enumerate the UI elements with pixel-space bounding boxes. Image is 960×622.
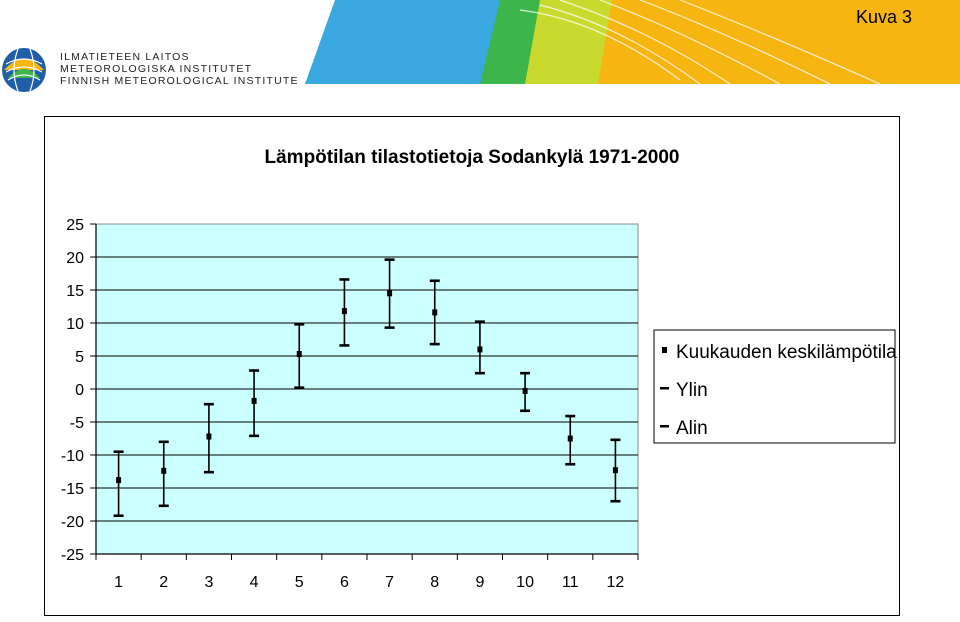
y-tick-label: 25 (66, 217, 84, 234)
legend-max-marker (660, 387, 669, 390)
min-marker (474, 371, 485, 375)
error-bar-month-2 (158, 440, 169, 508)
min-marker (520, 409, 531, 413)
mean-marker (432, 309, 438, 316)
logo-line-1: ILMATIETEEN LAITOS (60, 51, 190, 63)
x-tick-label: 12 (607, 574, 625, 591)
mean-marker (251, 397, 257, 404)
error-bar-month-5 (294, 323, 305, 389)
x-tick-labels: 1 2 3 4 5 6 7 8 9 10 11 12 (114, 574, 624, 591)
max-marker (249, 369, 260, 372)
y-tick-label: 10 (66, 316, 84, 333)
x-tick-label: 10 (516, 574, 534, 591)
x-tick-label: 1 (114, 574, 123, 591)
max-marker (294, 323, 305, 326)
max-marker (158, 440, 169, 444)
y-tick-label: -20 (61, 514, 84, 531)
error-bar-month-7 (384, 258, 395, 329)
error-bar-month-6 (339, 278, 350, 347)
max-marker (203, 402, 214, 406)
min-marker (294, 386, 305, 389)
max-marker (610, 438, 621, 442)
mean-marker (522, 387, 528, 394)
error-bar-month-12 (610, 438, 621, 503)
y-tick-label: -5 (70, 415, 84, 432)
error-bar-month-1 (113, 450, 124, 518)
max-marker (384, 258, 395, 261)
axes (90, 223, 639, 560)
max-marker (429, 279, 440, 283)
mean-marker (477, 346, 483, 353)
max-marker (565, 414, 576, 418)
header-banner (0, 0, 960, 84)
legend-min-label: Alin (676, 418, 708, 439)
max-marker (339, 278, 350, 281)
min-marker (384, 326, 395, 329)
y-tick-labels: 25 20 15 10 5 0 -5 -10 -15 -20 -25 (61, 217, 84, 564)
min-marker (113, 514, 124, 518)
max-marker (474, 320, 485, 323)
mean-marker (567, 435, 573, 442)
logo-line-2: METEOROLOGISKA INSTITUTET (60, 63, 252, 75)
logo-line-3: FINNISH METEOROLOGICAL INSTITUTE (60, 75, 299, 87)
min-marker (249, 434, 260, 438)
error-bar-month-9 (474, 320, 485, 375)
legend-mean-label: Kuukauden keskilämpötila (676, 342, 897, 363)
x-tick-label: 5 (295, 574, 304, 591)
mean-marker (612, 467, 618, 474)
min-marker (565, 462, 576, 466)
fmi-emblem-icon (2, 48, 46, 92)
min-marker (610, 499, 621, 503)
chart-frame (44, 116, 900, 616)
error-bar-month-8 (429, 279, 440, 346)
legend: Kuukauden keskilämpötila Ylin Alin (653, 329, 897, 444)
min-marker (158, 504, 169, 508)
max-marker (113, 450, 124, 453)
mean-marker (387, 290, 393, 297)
error-bar-month-11 (565, 414, 576, 466)
x-tick-label: 8 (430, 574, 439, 591)
y-tick-label: 20 (66, 250, 84, 267)
x-tick-label: 9 (475, 574, 484, 591)
mean-marker (341, 308, 347, 315)
error-bar-month-4 (249, 369, 260, 438)
min-marker (203, 470, 214, 474)
gridlines (96, 256, 638, 522)
legend-mean-marker (662, 347, 667, 353)
error-bars (113, 258, 621, 518)
x-tick-label: 2 (159, 574, 168, 591)
banner-lime-stripe (525, 0, 615, 84)
error-bar-month-10 (520, 371, 531, 413)
banner-yellow-stripe (598, 0, 960, 84)
mean-marker (206, 433, 212, 440)
x-tick-label: 3 (204, 574, 213, 591)
y-tick-label: -10 (61, 448, 84, 465)
banner-blue-stripe (305, 0, 520, 84)
x-tick-label: 6 (340, 574, 349, 591)
y-tick-label: 5 (75, 349, 84, 366)
legend-min-marker (660, 425, 669, 428)
x-tick-label: 11 (562, 574, 579, 591)
legend-max-label: Ylin (676, 380, 708, 401)
y-tick-label: 0 (75, 382, 84, 399)
mean-marker (116, 477, 122, 484)
max-marker (520, 371, 531, 375)
y-tick-label: -25 (61, 547, 84, 564)
chart-title: Lämpötilan tilastotietoja Sodankylä 1971… (265, 147, 680, 168)
figure-label: Kuva 3 (855, 7, 912, 27)
mean-marker (296, 351, 302, 358)
fmi-logo: ILMATIETEEN LAITOS METEOROLOGISKA INSTIT… (2, 48, 299, 92)
mean-marker (161, 467, 167, 474)
x-tick-label: 7 (385, 574, 394, 591)
min-marker (429, 342, 440, 346)
y-tick-label: -15 (61, 481, 84, 498)
x-tick-label: 4 (250, 574, 259, 591)
y-tick-label: 15 (66, 283, 84, 300)
min-marker (339, 344, 350, 347)
error-bar-month-3 (203, 402, 214, 474)
